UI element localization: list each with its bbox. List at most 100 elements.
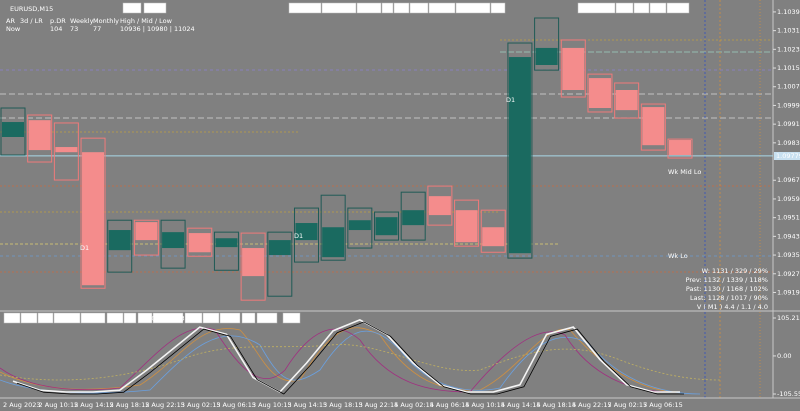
time-label: 3 Aug 22:15 <box>359 401 399 409</box>
toolbar-button[interactable]: D1 <box>137 312 153 324</box>
button-label: ON <box>7 315 17 323</box>
candle-body <box>295 223 318 241</box>
button-label: MTF <box>125 5 139 13</box>
button-label: HidO <box>650 5 666 13</box>
candle-range <box>107 219 133 273</box>
info-line: W: 1131 / 329 / 29% <box>702 267 768 275</box>
toolbar-button[interactable]: NVE <box>37 312 54 324</box>
time-label: 4 Aug 02:15 <box>394 401 434 409</box>
toolbar-button[interactable]: WB1 <box>615 2 634 14</box>
button-label: M15 <box>22 315 36 323</box>
candle-body <box>375 217 398 236</box>
toolbar-button[interactable]: VWAP <box>428 2 456 14</box>
button-face <box>122 2 142 14</box>
toolbar-button[interactable]: HidO <box>649 2 667 14</box>
toolbar-button[interactable]: OFF <box>143 2 167 14</box>
candle-body <box>535 47 558 65</box>
toolbar-button[interactable]: MTF <box>122 2 142 14</box>
time-label: 3 Aug 06:15 <box>216 401 256 409</box>
button-face <box>80 312 106 324</box>
osc-tick-label: 0.00 <box>777 352 791 360</box>
button-label: New York <box>582 5 612 13</box>
button-label: SLP <box>205 315 217 323</box>
toolbar-button[interactable]: Mode <box>219 312 241 324</box>
chart-label: D1 <box>80 244 89 252</box>
candle-range <box>667 138 693 159</box>
osc-tick-label: -105.5529 <box>777 390 800 398</box>
candle-range <box>133 219 159 256</box>
current-price-label: 1.09779 <box>776 152 800 160</box>
candle-range <box>614 82 640 119</box>
toolbar-button[interactable]: Close <box>80 312 106 324</box>
toolbar-button[interactable]: 14 <box>123 312 137 324</box>
toolbar-button[interactable]: Lines <box>666 2 690 14</box>
toolbar-button[interactable]: M15 <box>20 312 38 324</box>
toolbar-button[interactable]: New York <box>321 2 357 14</box>
button-face <box>356 2 382 14</box>
toolbar-button[interactable]: VHF <box>184 312 203 324</box>
time-label: 3 Aug 18:15 <box>323 401 363 409</box>
button-face <box>202 312 220 324</box>
button-label: My.NET <box>55 315 79 323</box>
candle-body <box>82 152 105 286</box>
candle-range <box>507 42 533 259</box>
toolbar-button[interactable]: ON <box>3 312 21 324</box>
toolbar-button[interactable]: 0.618 | 13 <box>151 312 185 324</box>
toolbar-button[interactable]: DCP <box>106 312 124 324</box>
time-label: 4 Aug 14:15 <box>501 401 541 409</box>
toolbar-button[interactable]: SSA <box>282 312 301 324</box>
button-face <box>152 312 184 324</box>
button-face <box>381 2 394 14</box>
button-face <box>256 312 278 324</box>
candle-body <box>215 238 238 248</box>
time-label: 4 Aug 06:15 <box>430 401 470 409</box>
toolbar-button[interactable]: RMA <box>256 312 278 324</box>
toolbar-button[interactable]: FIBS OFF <box>288 2 322 14</box>
toolbar-button[interactable]: S0 <box>241 312 256 324</box>
candle-range <box>80 137 106 289</box>
table-header: Weekly <box>70 17 94 25</box>
time-label: 2 Aug 10:15 <box>39 401 79 409</box>
current-price-badge <box>774 152 800 160</box>
toolbar-button[interactable]: Daily <box>356 2 382 14</box>
candle-body <box>455 210 478 243</box>
y-tick-label: 1.09515 <box>777 214 800 222</box>
candle-range <box>160 219 186 269</box>
button-label: WB1 <box>617 5 632 13</box>
button-face <box>455 2 491 14</box>
candle-range <box>187 227 213 257</box>
candle-body <box>428 196 451 216</box>
candle-body <box>588 78 611 109</box>
button-label: 14 <box>126 315 134 323</box>
chart-label: Wk Lo <box>668 252 688 260</box>
button-face <box>37 312 54 324</box>
toolbar-button[interactable]: Q70 <box>393 2 410 14</box>
toolbar-button[interactable]: FC <box>381 2 394 14</box>
toolbar-button[interactable]: ADR <box>409 2 429 14</box>
candle-body <box>268 240 291 256</box>
toolbar-button[interactable]: H3 <box>633 2 650 14</box>
toolbar-button[interactable]: M1 <box>490 2 506 14</box>
candle-body <box>615 90 638 111</box>
time-label: 2 Aug 22:15 <box>145 401 185 409</box>
candle-body <box>28 120 51 151</box>
y-tick-label: 1.09275 <box>777 270 800 278</box>
candle-body <box>108 230 131 251</box>
toolbar-button[interactable]: SLP <box>202 312 220 324</box>
candle-body <box>669 140 691 155</box>
table-header: High / Mid / Low <box>120 17 173 25</box>
candle-body <box>508 57 531 254</box>
toolbar-button[interactable]: New York <box>577 2 616 14</box>
button-label: SSA <box>285 315 298 323</box>
button-face <box>241 312 256 324</box>
button-label: OFF <box>149 5 162 13</box>
button-face <box>393 2 410 14</box>
table-header: Monthly <box>93 17 119 25</box>
toolbar-button[interactable]: My.NET <box>53 312 81 324</box>
time-label: 2 Aug 14:15 <box>74 401 114 409</box>
button-face <box>184 312 203 324</box>
table-cell: Now <box>6 25 21 33</box>
button-face <box>615 2 634 14</box>
candle-range <box>454 199 480 247</box>
toolbar-button[interactable]: c.VWAP <box>455 2 491 14</box>
